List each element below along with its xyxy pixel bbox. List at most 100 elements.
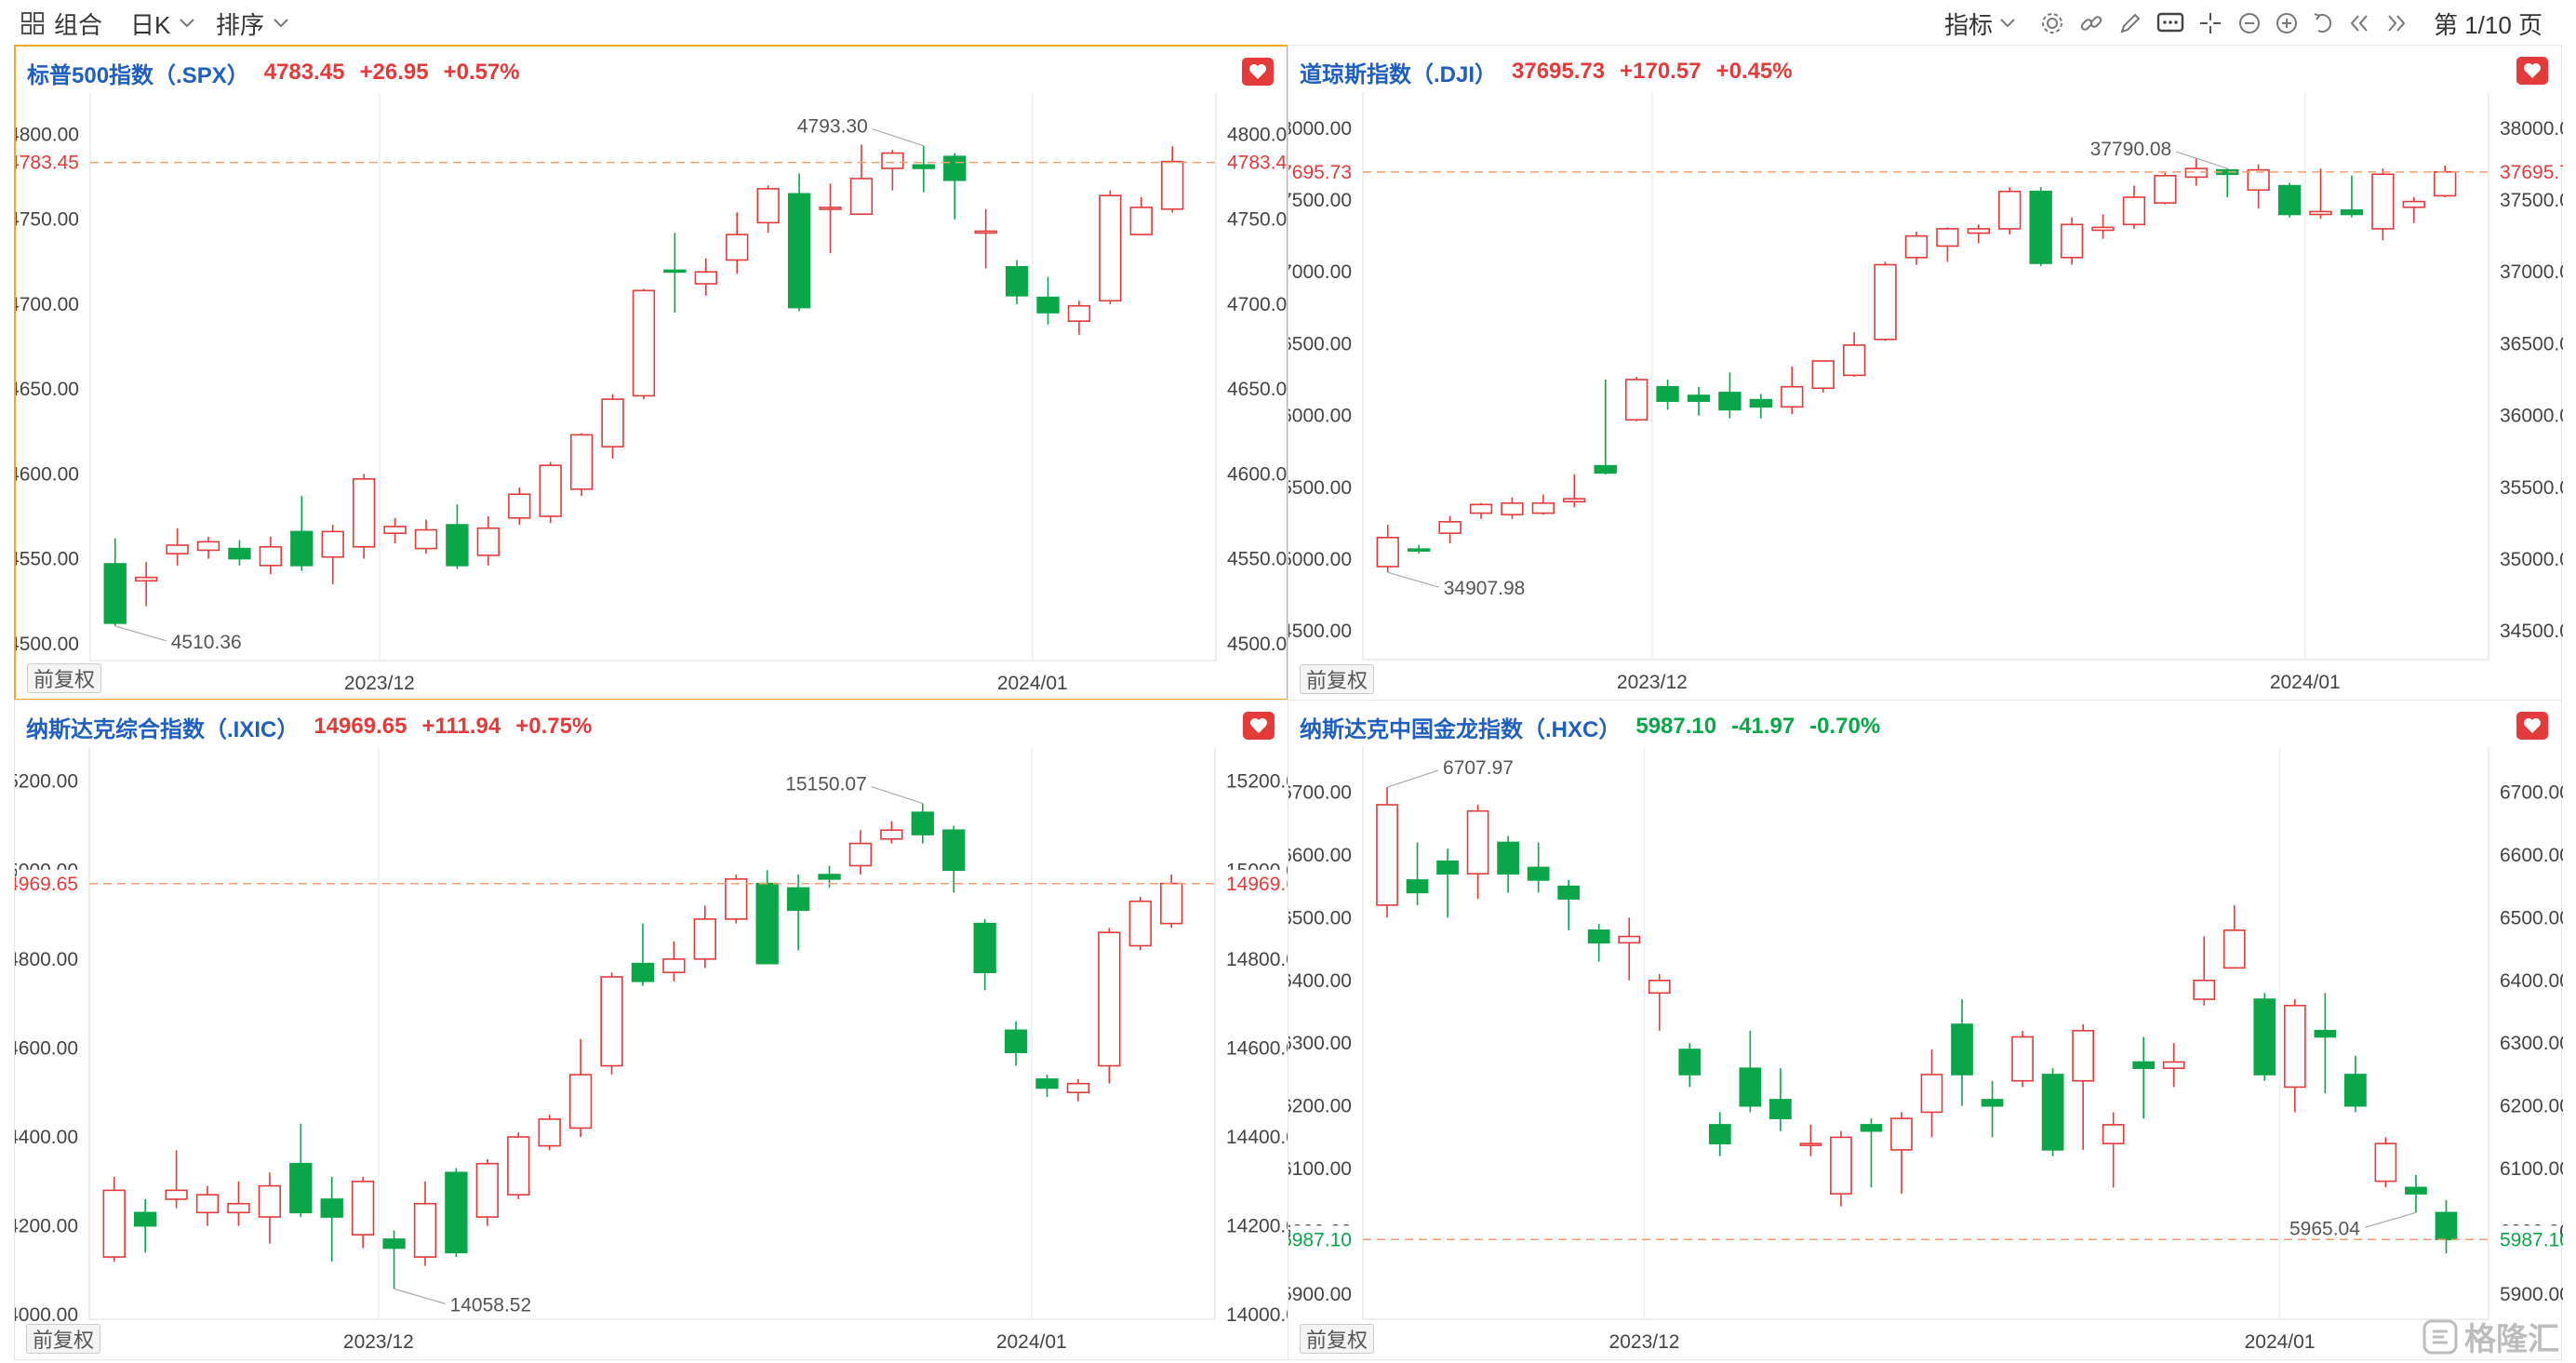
candle-body xyxy=(320,1198,343,1218)
index-name: 标普500指数（.SPX） xyxy=(27,62,249,88)
candle-body xyxy=(383,526,407,534)
zoom-in-button[interactable] xyxy=(2274,0,2300,47)
change-value: +111.94 xyxy=(421,714,501,739)
x-tick-label: 2024/01 xyxy=(997,673,1068,694)
candle-body xyxy=(1161,160,1184,210)
index-name: 道琼斯指数（.DJI） xyxy=(1300,61,1498,87)
candle xyxy=(1842,332,1866,377)
candle xyxy=(1998,187,2022,235)
settings-button[interactable] xyxy=(2039,0,2065,47)
candle-body xyxy=(1842,344,1866,377)
adjust-button[interactable]: 前复权 xyxy=(1300,664,1374,694)
candlestick-chart[interactable]: 2023/12 2024/01 4500.00 4500.00 4550.00 4550.… xyxy=(16,47,1290,702)
candle xyxy=(1160,875,1183,929)
y-tick-label-left: 36000.00 xyxy=(1288,406,1352,427)
candle xyxy=(2132,1036,2156,1119)
last-price-label-right: 4783.45 xyxy=(1227,153,1290,174)
candle xyxy=(2029,187,2052,267)
heart-icon xyxy=(1249,64,1266,79)
next-page-button[interactable] xyxy=(2383,0,2409,47)
favorite-button[interactable] xyxy=(1243,712,1275,740)
y-tick-label-right: 6400.00 xyxy=(2500,970,2563,992)
candle-body xyxy=(2072,1029,2094,1082)
candle-body xyxy=(1497,841,1519,875)
candle-body xyxy=(1527,866,1550,881)
candle xyxy=(2374,1137,2397,1188)
chart-panel-spx[interactable]: 标普500指数（.SPX） 4783.45 +26.95 +0.57% 前复权 2023/… xyxy=(14,45,1290,702)
sort-dropdown[interactable]: 排序 xyxy=(216,0,290,47)
candle-body xyxy=(1004,1029,1028,1054)
combo-selector[interactable]: 组合 xyxy=(20,0,102,47)
favorite-button[interactable] xyxy=(2516,57,2548,85)
y-tick-label-left: 6200.00 xyxy=(1288,1096,1352,1117)
candle-body xyxy=(786,887,810,912)
y-tick-label-right: 38000.00 xyxy=(2500,118,2563,140)
panel-title: 纳斯达克综合指数（.IXIC） 14969.65 +111.94 +0.75% xyxy=(26,710,607,743)
y-tick-label-left: 38000.00 xyxy=(1288,118,1352,140)
favorite-button[interactable] xyxy=(1242,58,1274,86)
candle xyxy=(2154,172,2177,205)
draw-button[interactable] xyxy=(2117,0,2143,47)
favorite-button[interactable] xyxy=(2516,712,2548,740)
candle xyxy=(1376,524,1399,573)
grid-icon xyxy=(20,11,45,35)
high-annotation: 4793.30 xyxy=(797,116,868,138)
y-tick-label-left: 14600.00 xyxy=(15,1037,78,1059)
candle xyxy=(848,830,873,875)
y-tick-label-left: 6300.00 xyxy=(1288,1033,1352,1054)
candlestick-chart[interactable]: 2023/12 2024/01 14000.00 14000.00 14200.00 14… xyxy=(15,701,1289,1361)
comment-button[interactable] xyxy=(2156,0,2184,47)
pct-value: +0.57% xyxy=(443,60,520,85)
chart-panel-hxc[interactable]: 纳斯达克中国金龙指数（.HXC） 5987.10 -41.97 -0.70% 前复权 20… xyxy=(1288,700,2563,1361)
candle-body xyxy=(1951,1023,1973,1076)
chart-panel-ixic[interactable]: 纳斯达克综合指数（.IXIC） 14969.65 +111.94 +0.75% 前复权 2… xyxy=(14,700,1289,1361)
panel-title: 标普500指数（.SPX） 4783.45 +26.95 +0.57% xyxy=(27,56,535,89)
candle xyxy=(351,1177,375,1249)
candle-body xyxy=(1557,885,1581,900)
adjust-button[interactable]: 前复权 xyxy=(27,663,101,693)
chart-panel-dji[interactable]: 道琼斯指数（.DJI） 37695.73 +170.57 +0.45% 前复权 2023/… xyxy=(1288,45,2563,702)
indicator-dropdown[interactable]: 指标 xyxy=(1944,0,2017,47)
candle xyxy=(2371,168,2395,241)
link-button[interactable] xyxy=(2078,0,2104,47)
crosshair-button[interactable] xyxy=(2197,0,2223,47)
prev-page-button[interactable] xyxy=(2346,0,2372,47)
zoom-out-button[interactable] xyxy=(2236,0,2262,47)
adjust-button[interactable]: 前复权 xyxy=(1300,1324,1374,1354)
y-tick-label-right: 4550.00 xyxy=(1227,549,1290,570)
candle-body xyxy=(475,1162,500,1218)
candle-body xyxy=(1036,296,1060,314)
candle xyxy=(600,972,623,1076)
candle xyxy=(2122,185,2146,229)
candle xyxy=(1161,146,1184,213)
candle xyxy=(2344,1055,2367,1113)
y-tick-label-right: 14400.00 xyxy=(1226,1127,1289,1148)
adjust-button[interactable]: 前复权 xyxy=(26,1324,100,1354)
candle xyxy=(1981,1080,2004,1138)
candle xyxy=(1497,835,1519,893)
y-tick-label-right: 14800.00 xyxy=(1226,949,1289,970)
candle-body xyxy=(2193,979,2216,1000)
last-price-tag-right xyxy=(1220,148,1287,177)
reset-button[interactable] xyxy=(2311,0,2337,47)
candle-body xyxy=(693,918,716,960)
candlestick-chart[interactable]: 2023/122024/015900.005900.006000.006000.… xyxy=(1288,701,2563,1361)
y-tick-label-right: 4650.00 xyxy=(1227,379,1290,400)
heart-icon xyxy=(2524,718,2541,733)
candle-body xyxy=(2435,1211,2458,1241)
period-dropdown[interactable]: 日K xyxy=(130,0,196,47)
candle-body xyxy=(2371,173,2395,230)
candle xyxy=(165,1150,188,1209)
candle-body xyxy=(2434,170,2457,197)
y-tick-label-left: 14000.00 xyxy=(15,1304,78,1326)
candle xyxy=(2253,993,2276,1081)
candle-body xyxy=(973,922,996,973)
panel-title: 道琼斯指数（.DJI） 37695.73 +170.57 +0.45% xyxy=(1300,55,1808,88)
candlestick-chart[interactable]: 2023/12 2024/01 34500.00 34500.00 35000.00 35… xyxy=(1288,46,2563,702)
candle xyxy=(1527,842,1550,893)
candle xyxy=(2314,993,2337,1094)
candle xyxy=(1967,224,1990,244)
candle-body xyxy=(2247,168,2270,192)
y-tick-label-right: 6300.00 xyxy=(2500,1033,2563,1054)
candle-body xyxy=(1406,879,1429,894)
